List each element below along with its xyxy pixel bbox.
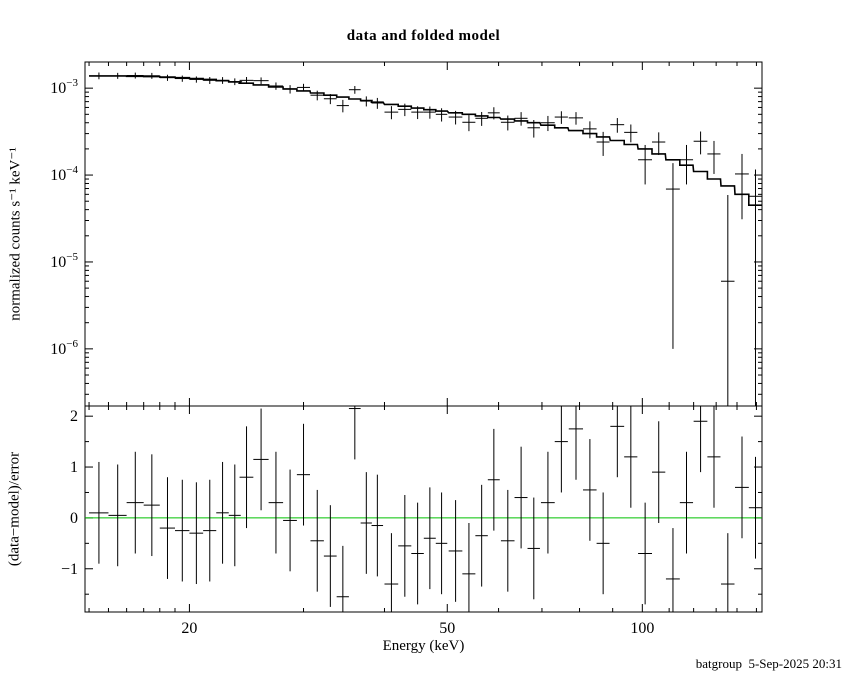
svg-text:10−6: 10−6 [50,338,78,358]
svg-text:20: 20 [181,620,197,637]
y-axis-label-residuals: (data−model)/error [6,451,23,567]
tick-labels: 20 50 100 10−3 10−4 10−5 10−6 −1 0 1 2 [50,77,654,637]
svg-text:10−4: 10−4 [50,164,78,184]
chart-title: data and folded model [346,28,501,44]
spectrum-data-series [89,72,762,406]
plot-frames [84,61,763,613]
y-axis-label-counts: normalized counts s⁻¹ keV⁻¹ [7,147,24,321]
folded-model-line [89,75,762,206]
footer-stamp: batgroup 5-Sep-2025 20:31 [695,656,842,671]
residual-series [89,406,762,612]
svg-text:2: 2 [70,408,78,425]
svg-text:0: 0 [70,510,78,527]
svg-text:10−5: 10−5 [50,251,78,271]
svg-text:100: 100 [630,620,654,637]
svg-text:1: 1 [70,459,78,476]
axis-ticks [85,62,762,612]
x-axis-label: Energy (keV) [382,638,465,654]
svg-text:10−3: 10−3 [50,77,78,97]
svg-text:−1: −1 [61,561,78,578]
svg-text:50: 50 [439,620,455,637]
